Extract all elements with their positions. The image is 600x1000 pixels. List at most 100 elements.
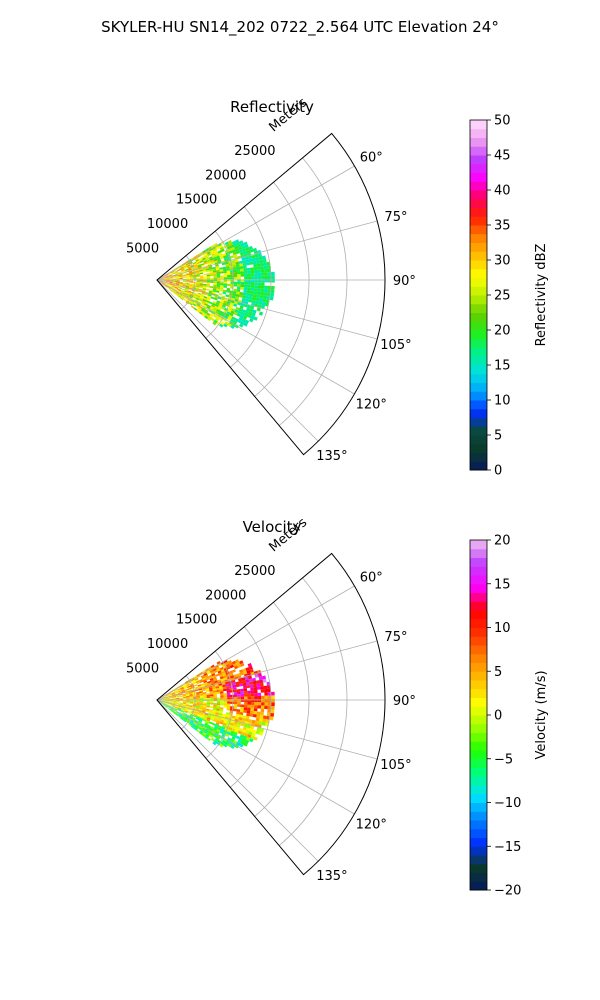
echo-cell bbox=[195, 679, 200, 682]
echo-cell bbox=[208, 265, 213, 269]
echo-cell bbox=[234, 239, 240, 244]
echo-cell bbox=[196, 253, 201, 257]
echo-cell bbox=[206, 701, 211, 703]
echo-cell bbox=[208, 721, 213, 725]
echo-cell bbox=[184, 689, 189, 692]
echo-cell bbox=[246, 304, 252, 309]
echo-cell bbox=[179, 703, 183, 705]
echo-cell bbox=[233, 271, 238, 275]
echo-cell bbox=[227, 737, 232, 741]
echo-cell bbox=[205, 677, 210, 681]
angle-tick-label: 75° bbox=[384, 210, 407, 225]
echo-cell bbox=[252, 247, 258, 252]
echo-cell bbox=[182, 283, 187, 286]
echo-cell bbox=[225, 733, 230, 738]
echo-cell bbox=[185, 705, 190, 708]
echo-cell bbox=[182, 705, 186, 707]
echo-cell bbox=[176, 277, 180, 279]
echo-cell bbox=[250, 725, 255, 730]
echo-cell bbox=[174, 691, 179, 693]
echo-cell bbox=[259, 728, 265, 733]
echo-cell bbox=[166, 707, 170, 710]
echo-cell bbox=[181, 295, 185, 299]
echo-cell bbox=[263, 262, 268, 266]
echo-cell bbox=[187, 290, 192, 293]
echo-cell bbox=[206, 702, 211, 705]
echo-cell bbox=[162, 702, 166, 704]
echo-cell bbox=[253, 291, 258, 295]
echo-cell bbox=[209, 727, 214, 732]
echo-cell bbox=[215, 730, 220, 735]
echo-cell bbox=[239, 251, 245, 256]
echo-cell bbox=[172, 697, 177, 699]
echo-cell bbox=[199, 310, 204, 314]
echo-cell bbox=[247, 255, 253, 260]
echo-cell bbox=[233, 721, 238, 725]
echo-cell bbox=[193, 715, 197, 718]
echo-cell bbox=[167, 272, 172, 275]
echo-cell bbox=[209, 257, 214, 261]
echo-cell bbox=[213, 284, 217, 287]
echo-cell bbox=[178, 713, 183, 716]
echo-cell bbox=[169, 278, 173, 280]
echo-cell bbox=[216, 691, 221, 694]
echo-cell bbox=[232, 663, 238, 667]
echo-cell bbox=[262, 718, 267, 723]
colorbar-segment bbox=[470, 811, 487, 821]
echo-cell bbox=[213, 669, 218, 674]
echo-cell bbox=[167, 692, 172, 695]
echo-cell bbox=[238, 308, 243, 312]
echo-cell bbox=[197, 262, 201, 266]
echo-cell bbox=[205, 257, 210, 261]
echo-cell bbox=[249, 248, 254, 253]
echo-cell bbox=[181, 262, 186, 266]
echo-cell bbox=[206, 705, 210, 708]
echo-cell bbox=[216, 720, 221, 724]
echo-cell bbox=[179, 697, 184, 699]
echo-cell bbox=[206, 693, 211, 696]
echo-cell bbox=[169, 282, 173, 284]
echo-cell bbox=[174, 293, 179, 297]
echo-cell bbox=[168, 694, 172, 696]
echo-cell bbox=[201, 733, 206, 737]
echo-cell bbox=[203, 730, 208, 735]
echo-cell bbox=[227, 694, 231, 698]
angle-tick-label: 90° bbox=[393, 694, 416, 709]
echo-cell bbox=[231, 249, 236, 253]
echo-cell bbox=[204, 683, 209, 687]
echo-cell bbox=[247, 314, 252, 319]
echo-cell bbox=[162, 278, 166, 280]
echo-cell bbox=[199, 717, 204, 721]
echo-cell bbox=[194, 726, 199, 730]
echo-cell bbox=[167, 286, 171, 290]
echo-cell bbox=[249, 684, 254, 688]
echo-cell bbox=[175, 292, 179, 295]
echo-cell bbox=[230, 738, 235, 743]
echo-cell bbox=[165, 277, 170, 279]
echo-cell bbox=[252, 680, 257, 685]
echo-cell bbox=[164, 705, 168, 708]
echo-cell bbox=[201, 307, 206, 311]
echo-cell bbox=[175, 285, 179, 288]
echo-cell bbox=[213, 275, 218, 278]
echo-cell bbox=[238, 323, 244, 328]
echo-cell bbox=[243, 709, 248, 714]
echo-cell bbox=[247, 273, 251, 277]
echo-cell bbox=[198, 269, 203, 272]
colorbar-segment bbox=[470, 828, 487, 838]
echo-cell bbox=[256, 263, 261, 267]
echo-cell bbox=[245, 667, 250, 671]
echo-cell bbox=[203, 304, 208, 308]
echo-cell bbox=[209, 289, 213, 292]
echo-cell bbox=[212, 268, 217, 271]
echo-cell bbox=[172, 694, 176, 696]
echo-cell bbox=[196, 273, 200, 275]
radial-tick-label: 5000 bbox=[126, 242, 159, 257]
echo-cell bbox=[260, 689, 265, 693]
echo-cell bbox=[177, 268, 181, 271]
echo-cell bbox=[185, 692, 190, 695]
echo-cell bbox=[205, 688, 210, 691]
echo-cell bbox=[203, 724, 208, 728]
echo-cell bbox=[170, 287, 175, 290]
colorbar-segment bbox=[470, 881, 487, 891]
